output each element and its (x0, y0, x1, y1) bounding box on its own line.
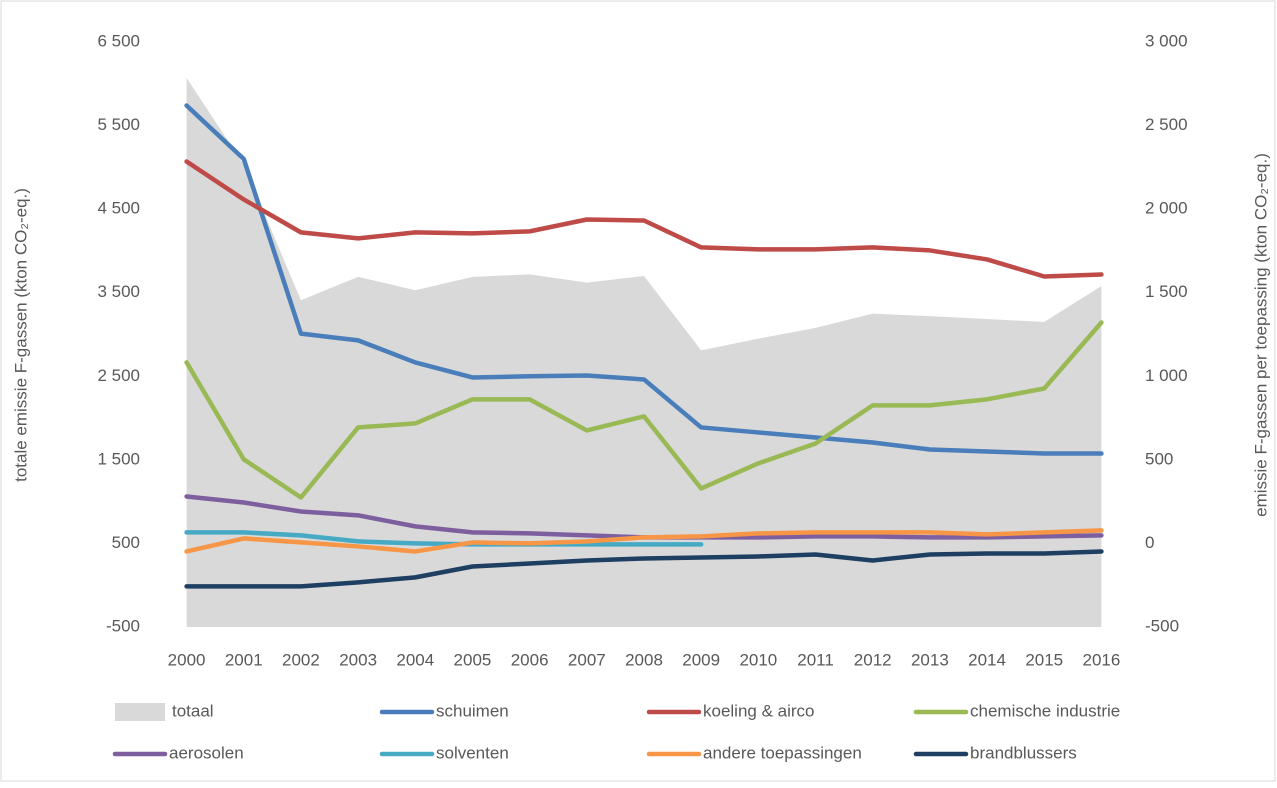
legend-label: koeling & airco (703, 701, 815, 720)
y-tick-label: 500 (112, 533, 140, 552)
line (184, 320, 1104, 500)
y2-tick-label: 3 000 (1145, 31, 1188, 50)
y2-tick-label: -500 (1145, 616, 1179, 635)
legend-label: schuimen (436, 701, 509, 720)
x-tick-label: 2005 (454, 650, 492, 669)
x-tick-label: 2007 (568, 650, 606, 669)
y-tick-label: 4 500 (97, 199, 140, 218)
y-tick-label: 6 500 (97, 31, 140, 50)
legend-label: totaal (172, 701, 214, 720)
y2-tick-label: 0 (1145, 533, 1154, 552)
x-tick-label: 2004 (396, 650, 434, 669)
x-tick-label: 2010 (739, 650, 777, 669)
x-tick-label: 2003 (339, 650, 377, 669)
y2-tick-label: 2 000 (1145, 199, 1188, 218)
legend-label: solventen (436, 743, 509, 762)
line (184, 549, 1104, 589)
legend-label: aerosolen (169, 743, 244, 762)
x-tick-label: 2001 (225, 650, 263, 669)
line (184, 103, 1104, 456)
x-tick-label: 2014 (968, 650, 1006, 669)
x-tick-label: 2015 (1025, 650, 1063, 669)
line (184, 530, 704, 547)
legend-swatch (115, 703, 165, 721)
x-tick-label: 2002 (282, 650, 320, 669)
y2-axis-title: emissie F-gassen per toepassing (kton CO… (1251, 153, 1270, 517)
y2-tick-label: 1 500 (1145, 282, 1188, 301)
y-tick-label: 5 500 (97, 115, 140, 134)
y-tick-label: 2 500 (97, 366, 140, 385)
y-tick-label: -500 (106, 616, 140, 635)
y2-tick-label: 500 (1145, 449, 1173, 468)
area (186, 77, 1102, 627)
x-tick-label: 2011 (797, 650, 834, 669)
legend-label: andere toepassingen (703, 743, 862, 762)
x-tick-label: 2000 (168, 650, 206, 669)
y2-tick-label: 1 000 (1145, 366, 1188, 385)
legend-label: brandblussers (970, 743, 1077, 762)
x-tick-label: 2016 (1082, 650, 1120, 669)
y-tick-label: 3 500 (97, 282, 140, 301)
line (184, 528, 1104, 554)
x-tick-label: 2006 (511, 650, 549, 669)
legend-label: chemische industrie (970, 701, 1120, 720)
x-tick-label: 2009 (682, 650, 720, 669)
line (184, 159, 1104, 279)
y2-tick-label: 2 500 (1145, 115, 1188, 134)
x-tick-label: 2013 (911, 650, 949, 669)
x-tick-label: 2012 (854, 650, 892, 669)
x-tick-label: 2008 (625, 650, 663, 669)
y-tick-label: 1 500 (97, 449, 140, 468)
y-axis-title: totale emissie F-gassen (kton CO₂-eq.) (11, 188, 30, 482)
